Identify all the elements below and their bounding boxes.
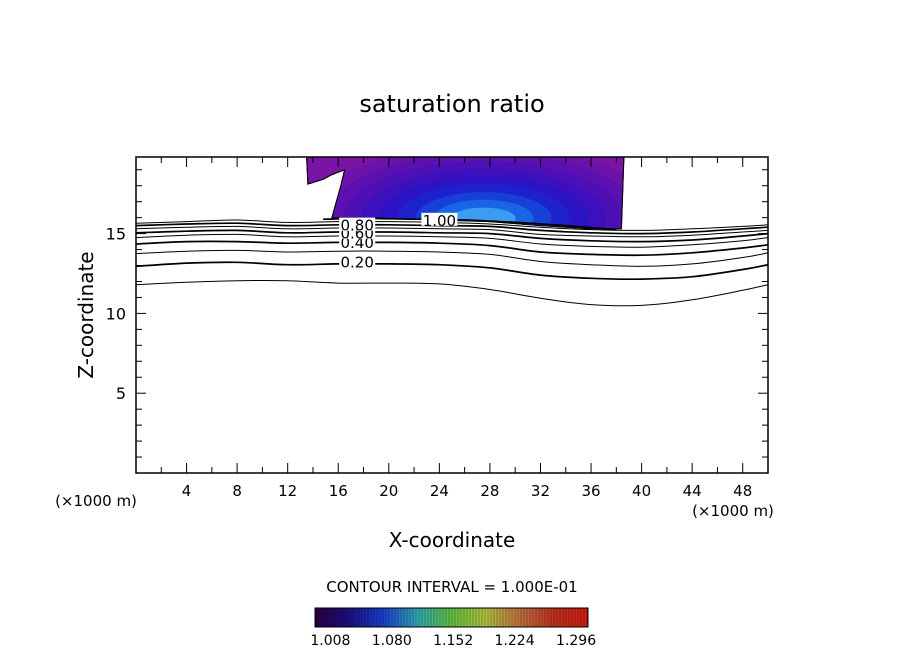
chart-title: saturation ratio bbox=[359, 90, 544, 118]
contour-line bbox=[136, 240, 768, 257]
x-tick-label: 8 bbox=[232, 482, 242, 500]
colorbar-label: 1.080 bbox=[372, 633, 412, 649]
colorbar: 1.008 1.080 1.152 1.224 1.296 bbox=[310, 607, 596, 649]
contour-line bbox=[136, 225, 768, 238]
contour-label-bg bbox=[339, 254, 376, 268]
x-tick-label: 40 bbox=[632, 482, 651, 500]
x-tick-label: 4 bbox=[182, 482, 192, 500]
x-tick-label: 36 bbox=[581, 482, 600, 500]
contour-line bbox=[136, 279, 768, 307]
contour-line bbox=[136, 233, 768, 248]
plot-area: 0.200.400.600.80 1.00 bbox=[135, 156, 769, 474]
x-tick-label: 16 bbox=[329, 482, 348, 500]
x-tick-label: 28 bbox=[480, 482, 499, 500]
x-tick-labels: 4 8 12 16 20 24 28 32 36 40 44 48 bbox=[182, 482, 752, 500]
contour-lines bbox=[136, 217, 768, 307]
y-tick-label: 5 bbox=[116, 384, 126, 403]
x-tick-label: 24 bbox=[430, 482, 449, 500]
contour-interval-text: CONTOUR INTERVAL = 1.000E-01 bbox=[326, 578, 577, 596]
plot-frame bbox=[135, 156, 769, 474]
contour-line bbox=[136, 229, 768, 243]
contour-label: 0.80 bbox=[340, 217, 373, 235]
y-tick-label: 15 bbox=[106, 225, 126, 244]
x-unit-left: (×1000 m) bbox=[55, 492, 137, 510]
y-axis-label: Z-coordinate bbox=[74, 251, 98, 378]
axis-ticks bbox=[136, 157, 768, 473]
colorbar-labels: 1.008 1.080 1.152 1.224 1.296 bbox=[310, 633, 596, 649]
contour-labels: 0.200.400.600.80 1.00 bbox=[339, 212, 458, 271]
contour-line bbox=[136, 222, 768, 235]
colorbar-label: 1.296 bbox=[556, 633, 596, 649]
colorbar-gradient bbox=[314, 607, 589, 628]
x-tick-label: 32 bbox=[531, 482, 550, 500]
x-tick-label: 48 bbox=[733, 482, 752, 500]
x-axis-label: X-coordinate bbox=[389, 528, 516, 552]
colorbar-stripes bbox=[316, 608, 588, 627]
y-tick-label: 10 bbox=[106, 304, 126, 323]
contour-label-bg bbox=[339, 217, 376, 231]
colorbar-label: 1.008 bbox=[310, 633, 350, 649]
contour-label: 0.40 bbox=[340, 234, 373, 252]
x-tick-label: 20 bbox=[379, 482, 398, 500]
colorbar-label: 1.224 bbox=[495, 633, 535, 649]
y-tick-labels: 5 10 15 bbox=[106, 225, 126, 404]
contour-label: 1.00 bbox=[423, 212, 456, 230]
contour-line bbox=[136, 249, 768, 267]
contour-label-bg bbox=[421, 212, 458, 226]
x-tick-label: 12 bbox=[278, 482, 297, 500]
contour-line bbox=[136, 219, 768, 231]
colorbar-label: 1.152 bbox=[433, 633, 473, 649]
x-unit-right: (×1000 m) bbox=[692, 502, 774, 520]
contour-line bbox=[136, 261, 768, 281]
x-tick-label: 44 bbox=[683, 482, 702, 500]
contour-label: 0.20 bbox=[340, 253, 373, 271]
